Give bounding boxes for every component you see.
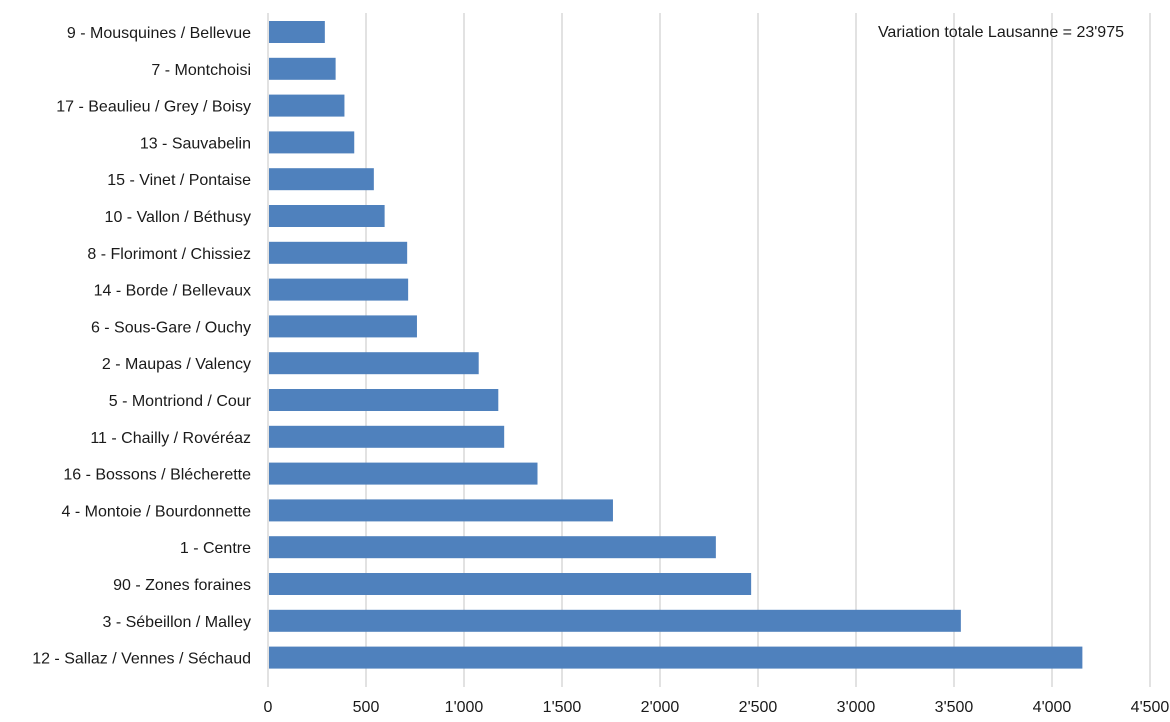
category-label: 3 - Sébeillon / Malley [102, 614, 251, 631]
bar [269, 462, 538, 485]
category-label: 12 - Sallaz / Vennes / Séchaud [32, 651, 251, 668]
x-tick-label: 0 [264, 699, 273, 716]
category-label: 4 - Montoie / Bourdonnette [62, 503, 252, 520]
x-tick-label: 2'000 [641, 699, 680, 716]
category-label: 10 - Vallon / Béthusy [105, 209, 251, 226]
bar [269, 94, 345, 117]
category-label: 16 - Bossons / Blécherette [63, 467, 251, 484]
category-label: 2 - Maupas / Valency [102, 356, 251, 373]
gridlines [267, 13, 1151, 687]
bar [269, 131, 355, 154]
bar [269, 241, 408, 264]
x-tick-labels: 0 500 1'000 1'500 2'000 2'500 3'000 3'500 4'000 4… [264, 699, 1170, 716]
category-label: 5 - Montriond / Cour [109, 393, 252, 410]
x-tick-label: 4'000 [1033, 699, 1072, 716]
category-label: 17 - Beaulieu / Grey / Boisy [56, 99, 251, 116]
bar [269, 278, 409, 301]
category-label: 14 - Borde / Bellevaux [94, 283, 251, 300]
x-tick-label: 2'500 [739, 699, 778, 716]
x-tick-label: 3'000 [837, 699, 876, 716]
x-tick-label: 1'000 [445, 699, 484, 716]
total-variation-annotation: Variation totale Lausanne = 23'975 [878, 24, 1124, 41]
category-label: 7 - Montchoisi [151, 62, 251, 79]
category-label: 11 - Chailly / Rovéréaz [90, 430, 251, 447]
category-label: 8 - Florimont / Chissiez [87, 246, 251, 263]
category-label: 13 - Sauvabelin [140, 135, 251, 152]
bar [269, 389, 499, 411]
category-label: 90 - Zones foraines [113, 577, 251, 594]
category-label: 15 - Vinet / Pontaise [107, 172, 251, 189]
category-labels: 9 - Mousquines / Bellevue 7 - Montchoisi 1… [32, 25, 251, 668]
x-tick-label: 3'500 [935, 699, 974, 716]
bars [269, 21, 1083, 669]
bar [269, 168, 374, 191]
bar [269, 352, 479, 375]
bar [269, 57, 336, 80]
bar [269, 609, 961, 632]
bar [269, 21, 325, 43]
bar [269, 499, 613, 522]
x-tick-label: 1'500 [543, 699, 582, 716]
bar [269, 536, 716, 559]
category-label: 9 - Mousquines / Bellevue [67, 25, 251, 42]
category-label: 6 - Sous-Gare / Ouchy [91, 319, 251, 336]
bar [269, 315, 417, 338]
bar [269, 205, 385, 227]
bar [269, 425, 505, 448]
x-tick-label: 500 [353, 699, 380, 716]
category-label: 1 - Centre [180, 540, 251, 557]
x-tick-label: 4'500 [1131, 699, 1170, 716]
bar [269, 646, 1083, 669]
bar [269, 573, 752, 595]
